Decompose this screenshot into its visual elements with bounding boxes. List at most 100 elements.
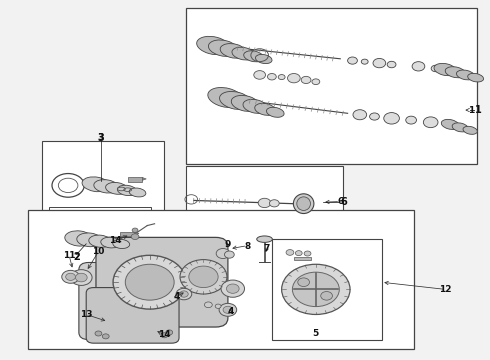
Ellipse shape (118, 185, 137, 195)
Circle shape (180, 260, 227, 294)
Circle shape (353, 110, 367, 120)
Circle shape (223, 306, 233, 313)
Circle shape (373, 58, 386, 68)
Ellipse shape (231, 95, 260, 112)
Bar (27, 211, 414, 348)
Ellipse shape (113, 239, 130, 248)
Text: 7: 7 (264, 244, 270, 253)
Text: 3: 3 (98, 133, 104, 142)
Ellipse shape (445, 67, 466, 78)
Circle shape (295, 251, 302, 256)
Ellipse shape (196, 36, 230, 55)
Text: 6: 6 (337, 197, 343, 206)
Text: 1: 1 (475, 105, 481, 115)
Text: 9: 9 (225, 240, 231, 249)
Ellipse shape (220, 44, 246, 58)
Circle shape (431, 65, 440, 72)
Text: 14: 14 (109, 237, 122, 246)
Text: 6: 6 (340, 197, 347, 207)
Circle shape (180, 291, 188, 297)
Bar (42, 140, 164, 237)
Circle shape (215, 304, 221, 309)
Circle shape (125, 264, 174, 300)
Circle shape (254, 71, 266, 79)
Bar (294, 257, 311, 260)
Circle shape (75, 273, 87, 282)
Text: 12: 12 (439, 285, 452, 294)
Circle shape (161, 333, 168, 338)
Circle shape (95, 331, 102, 336)
Ellipse shape (208, 40, 238, 57)
Circle shape (189, 266, 218, 288)
Ellipse shape (255, 54, 272, 64)
Ellipse shape (452, 123, 468, 132)
Bar (186, 8, 477, 164)
Text: 4: 4 (173, 292, 180, 301)
Circle shape (113, 255, 186, 309)
Ellipse shape (434, 63, 457, 76)
Ellipse shape (65, 231, 93, 246)
Circle shape (216, 248, 230, 258)
Circle shape (166, 330, 172, 335)
Text: 3: 3 (98, 133, 104, 143)
Circle shape (361, 59, 368, 64)
Circle shape (412, 62, 425, 71)
Circle shape (423, 117, 438, 128)
Circle shape (384, 113, 399, 124)
Ellipse shape (208, 87, 243, 108)
Circle shape (312, 79, 320, 85)
Text: 2: 2 (73, 252, 80, 262)
Circle shape (304, 251, 311, 256)
Ellipse shape (457, 70, 475, 80)
Ellipse shape (297, 197, 311, 211)
Ellipse shape (255, 103, 276, 115)
Bar (121, 232, 135, 236)
Circle shape (219, 303, 237, 316)
Ellipse shape (467, 73, 484, 82)
Circle shape (224, 251, 234, 258)
Ellipse shape (441, 120, 459, 130)
Circle shape (258, 198, 271, 208)
Bar (272, 239, 382, 339)
Text: 4: 4 (227, 307, 234, 316)
Circle shape (132, 228, 138, 232)
Circle shape (71, 270, 92, 285)
Bar (128, 177, 143, 182)
Circle shape (131, 234, 139, 239)
Ellipse shape (101, 237, 121, 248)
Ellipse shape (106, 183, 128, 194)
Circle shape (286, 249, 294, 255)
Circle shape (226, 284, 239, 293)
Ellipse shape (220, 91, 251, 109)
Circle shape (347, 57, 357, 64)
Ellipse shape (89, 235, 111, 247)
Text: 1: 1 (467, 105, 474, 114)
Circle shape (176, 288, 192, 300)
Circle shape (406, 116, 416, 124)
Circle shape (221, 280, 245, 297)
Ellipse shape (463, 126, 477, 134)
FancyBboxPatch shape (96, 237, 228, 327)
Ellipse shape (129, 188, 146, 197)
Bar (186, 166, 343, 228)
Text: 5: 5 (313, 329, 319, 338)
Ellipse shape (77, 233, 102, 247)
Ellipse shape (244, 51, 264, 62)
Circle shape (282, 264, 350, 315)
Circle shape (278, 75, 285, 80)
Circle shape (66, 273, 75, 280)
Circle shape (268, 73, 276, 80)
Text: 8: 8 (245, 242, 250, 251)
Text: 11: 11 (63, 251, 75, 260)
Circle shape (204, 302, 212, 308)
Circle shape (301, 76, 311, 84)
Polygon shape (143, 177, 147, 180)
Ellipse shape (243, 99, 268, 113)
Polygon shape (135, 232, 139, 235)
Circle shape (288, 73, 300, 83)
Text: 13: 13 (80, 310, 93, 319)
Ellipse shape (257, 236, 272, 242)
Circle shape (270, 200, 279, 207)
Ellipse shape (267, 107, 284, 117)
Text: 2: 2 (74, 253, 79, 262)
